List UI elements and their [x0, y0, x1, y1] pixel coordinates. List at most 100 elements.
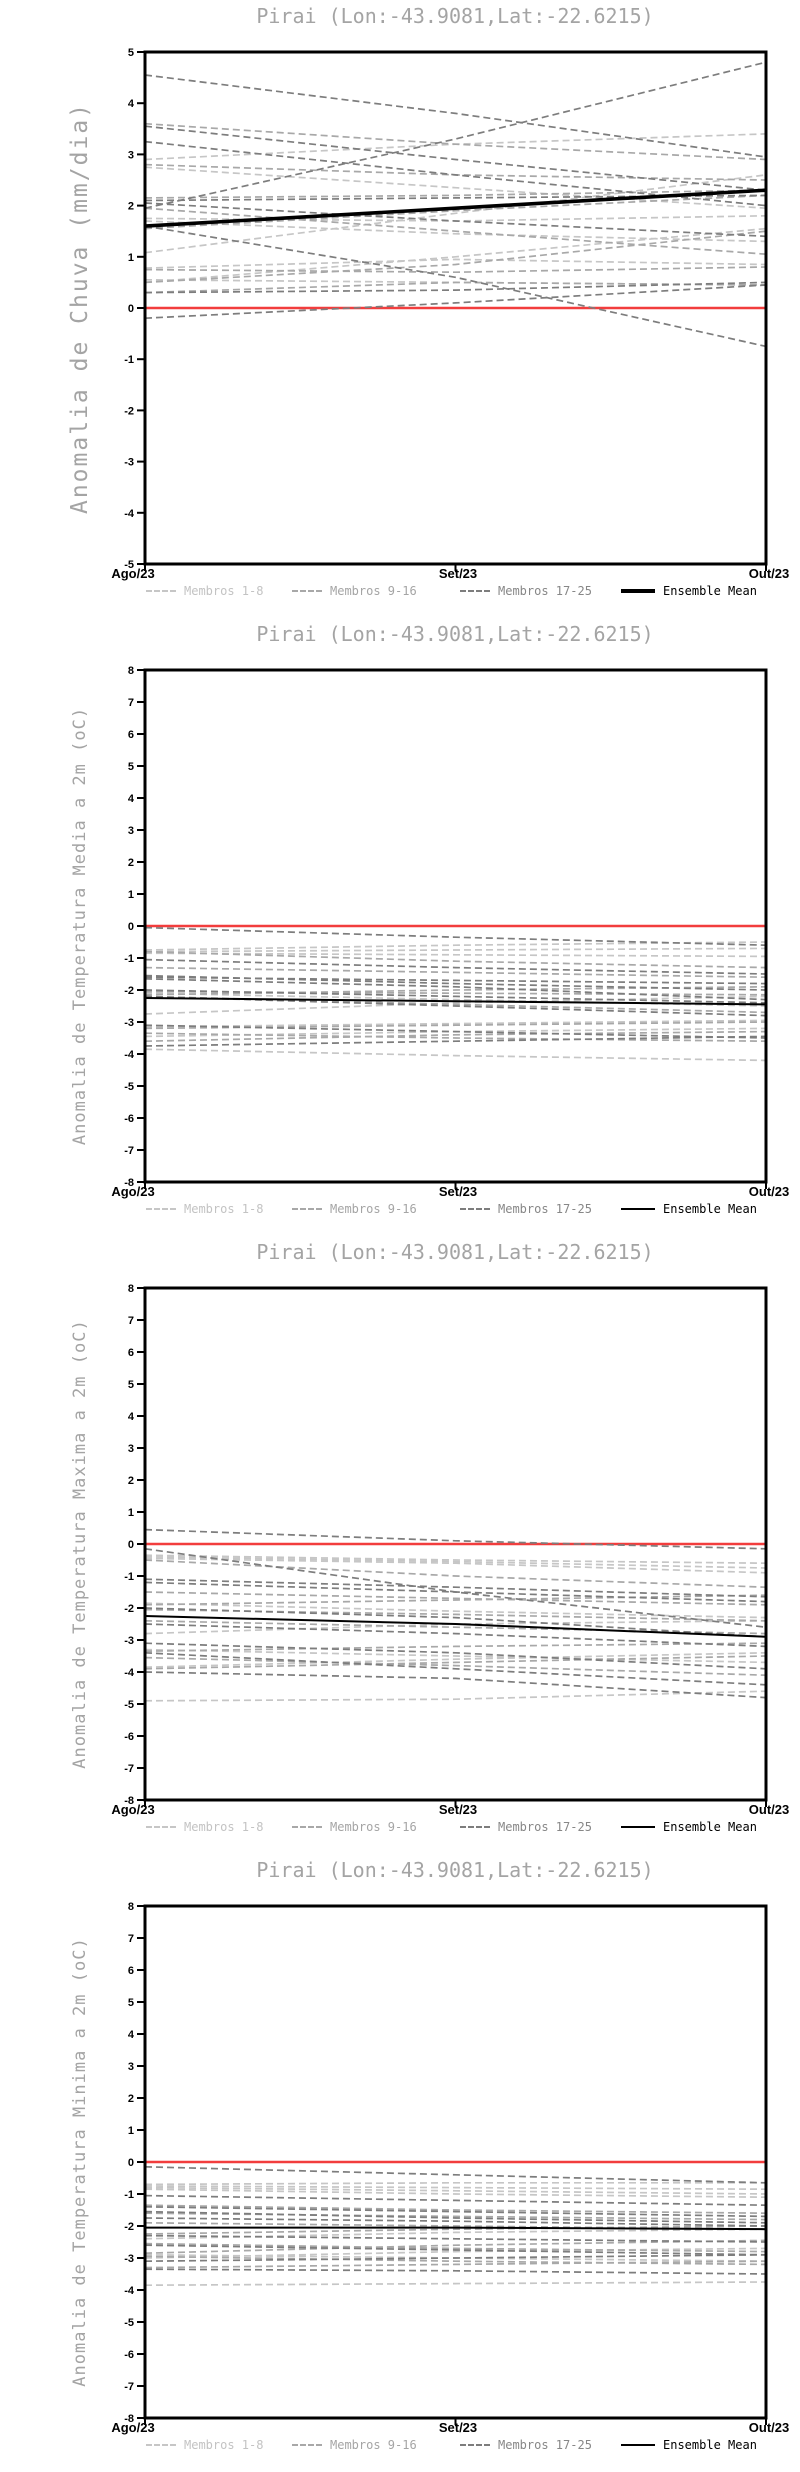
x-tick-label-set23: Set/23 — [438, 566, 478, 581]
svg-text:1: 1 — [128, 252, 134, 264]
legend-label-ensemble-mean: Ensemble Mean — [663, 584, 757, 598]
legend-item-members-17-25: Membros 17-25 — [460, 1819, 592, 1835]
svg-text:-6: -6 — [124, 1113, 134, 1125]
legend-item-members-17-25: Membros 17-25 — [460, 2437, 592, 2453]
plot-mean-temperature: 8 7 6 5 4 3 2 1 0 -1 -2 -3 -4 -5 -6 -7 -8 — [124, 665, 768, 1189]
x-tick-label-set23: Set/23 — [438, 2420, 478, 2435]
legend-item-members-1-8: Membros 1-8 — [146, 2437, 263, 2453]
svg-text:-4: -4 — [124, 1667, 135, 1679]
panel-max-temperature-anomaly: Pirai (Lon:-43.9081,Lat:-22.6215) Anomal… — [0, 1236, 800, 1854]
svg-text:0: 0 — [128, 303, 134, 315]
members-9-16-line-icon — [292, 1826, 322, 1828]
svg-text:4: 4 — [128, 1411, 135, 1423]
svg-text:-5: -5 — [124, 2317, 134, 2329]
panel-mean-temperature-anomaly: Pirai (Lon:-43.9081,Lat:-22.6215) Anomal… — [0, 618, 800, 1236]
legend-label-members-17-25: Membros 17-25 — [498, 1820, 592, 1834]
chart-title: Pirai (Lon:-43.9081,Lat:-22.6215) — [256, 622, 654, 646]
svg-text:1: 1 — [128, 1507, 134, 1519]
svg-text:-5: -5 — [124, 559, 134, 571]
members-17-25-line-icon — [460, 1826, 490, 1828]
ensemble-mean-line-icon — [621, 1826, 655, 1828]
legend: Membros 1-8 Membros 9-16 Membros 17-25 E… — [0, 2437, 800, 2455]
x-tick-label-out23: Out/23 — [748, 566, 790, 581]
svg-text:8: 8 — [128, 665, 134, 677]
members-1-8-line-icon — [146, 590, 176, 592]
svg-text:3: 3 — [128, 825, 134, 837]
svg-text:-4: -4 — [124, 508, 135, 520]
legend-item-members-17-25: Membros 17-25 — [460, 583, 592, 599]
svg-text:-1: -1 — [124, 354, 134, 366]
svg-text:-3: -3 — [124, 2253, 134, 2265]
legend-item-ensemble-mean: Ensemble Mean — [621, 1201, 757, 1217]
legend-item-members-1-8: Membros 1-8 — [146, 583, 263, 599]
members-9-16-line-icon — [292, 2444, 322, 2446]
svg-text:2: 2 — [128, 2093, 134, 2105]
members-9-16-line-icon — [292, 590, 322, 592]
svg-text:-8: -8 — [124, 2413, 134, 2425]
legend-item-members-9-16: Membros 9-16 — [292, 1819, 417, 1835]
plot-max-temperature: 8 7 6 5 4 3 2 1 0 -1 -2 -3 -4 -5 -6 -7 -8 — [124, 1283, 768, 1807]
members-17-25-line-icon — [460, 1208, 490, 1210]
svg-text:3: 3 — [128, 1443, 134, 1455]
svg-text:0: 0 — [128, 921, 134, 933]
x-tick-label-out23: Out/23 — [748, 1802, 790, 1817]
svg-text:3: 3 — [128, 2061, 134, 2073]
legend-label-ensemble-mean: Ensemble Mean — [663, 2438, 757, 2452]
legend-label-members-17-25: Membros 17-25 — [498, 2438, 592, 2452]
svg-text:8: 8 — [128, 1901, 134, 1913]
legend-item-members-9-16: Membros 9-16 — [292, 583, 417, 599]
svg-text:5: 5 — [128, 761, 134, 773]
svg-text:2: 2 — [128, 201, 134, 213]
svg-text:-8: -8 — [124, 1795, 134, 1807]
x-tick-label-ago23: Ago/23 — [111, 566, 155, 581]
legend-item-members-1-8: Membros 1-8 — [146, 1201, 263, 1217]
svg-text:1: 1 — [128, 2125, 134, 2137]
legend-item-ensemble-mean: Ensemble Mean — [621, 583, 757, 599]
svg-text:-5: -5 — [124, 1699, 134, 1711]
svg-text:6: 6 — [128, 729, 134, 741]
x-tick-label-out23: Out/23 — [748, 1184, 790, 1199]
svg-text:0: 0 — [128, 1539, 134, 1551]
svg-text:-7: -7 — [124, 2381, 134, 2393]
svg-text:5: 5 — [128, 47, 134, 59]
x-tick-label-ago23: Ago/23 — [111, 2420, 155, 2435]
svg-text:-4: -4 — [124, 2285, 135, 2297]
svg-text:6: 6 — [128, 1347, 134, 1359]
legend: Membros 1-8 Membros 9-16 Membros 17-25 E… — [0, 1819, 800, 1837]
legend-label-ensemble-mean: Ensemble Mean — [663, 1202, 757, 1216]
svg-text:-3: -3 — [124, 457, 134, 469]
members-17-25-line-icon — [460, 2444, 490, 2446]
x-tick-label-ago23: Ago/23 — [111, 1802, 155, 1817]
svg-text:-2: -2 — [124, 2221, 134, 2233]
plot-min-temperature: 8 7 6 5 4 3 2 1 0 -1 -2 -3 -4 -5 -6 -7 -8 — [124, 1901, 768, 2425]
legend-label-members-9-16: Membros 9-16 — [330, 584, 417, 598]
svg-text:5: 5 — [128, 1997, 134, 2009]
chart-title: Pirai (Lon:-43.9081,Lat:-22.6215) — [256, 1240, 654, 1264]
members-1-8-line-icon — [146, 1826, 176, 1828]
legend-item-members-1-8: Membros 1-8 — [146, 1819, 263, 1835]
svg-text:7: 7 — [128, 697, 134, 709]
svg-text:4: 4 — [128, 2029, 135, 2041]
svg-text:-8: -8 — [124, 1177, 134, 1189]
svg-text:-7: -7 — [124, 1763, 134, 1775]
svg-text:-1: -1 — [124, 953, 134, 965]
svg-text:-4: -4 — [124, 1049, 135, 1061]
svg-text:7: 7 — [128, 1933, 134, 1945]
members-1-8-line-icon — [146, 1208, 176, 1210]
legend-label-members-17-25: Membros 17-25 — [498, 1202, 592, 1216]
legend-label-members-1-8: Membros 1-8 — [184, 584, 264, 598]
svg-text:-2: -2 — [124, 1603, 134, 1615]
legend-item-members-9-16: Membros 9-16 — [292, 2437, 417, 2453]
svg-text:0: 0 — [128, 2157, 134, 2169]
chart-title: Pirai (Lon:-43.9081,Lat:-22.6215) — [256, 1858, 654, 1882]
ensemble-mean-line-icon — [621, 589, 655, 593]
members-1-8-line-icon — [146, 2444, 176, 2446]
legend-label-members-9-16: Membros 9-16 — [330, 1202, 417, 1216]
plot-precipitation: 5 4 3 2 1 0 -1 -2 -3 -4 -5 — [124, 47, 768, 571]
svg-text:-2: -2 — [124, 985, 134, 997]
svg-text:-1: -1 — [124, 2189, 134, 2201]
svg-text:-6: -6 — [124, 2349, 134, 2361]
legend-label-members-1-8: Membros 1-8 — [184, 1820, 264, 1834]
svg-text:-3: -3 — [124, 1017, 134, 1029]
legend-label-members-1-8: Membros 1-8 — [184, 2438, 264, 2452]
